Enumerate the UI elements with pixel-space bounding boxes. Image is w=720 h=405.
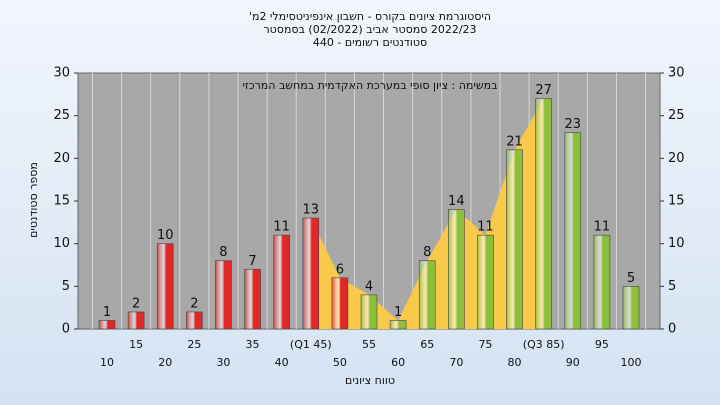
bar [98,320,116,330]
y2-tick-label: 5 [668,279,676,294]
bar [273,234,290,330]
value-label: 6 [336,262,344,277]
x-tick-label: 50 [333,356,347,369]
value-label: 2 [132,296,140,311]
bar [593,234,611,330]
bar [215,260,232,330]
bar [418,260,436,330]
value-label: 14 [448,194,465,209]
bar [186,311,203,330]
x-tick-label: (Q3 85) [523,338,565,351]
y2-tick-label: 20 [668,151,685,166]
bar [506,149,523,330]
y2-tick-label: 0 [668,322,676,337]
y2-tick-label: 10 [668,236,685,251]
y-axis-title: מספר סטודנטים [27,162,40,238]
value-label: 1 [394,305,402,320]
y-tick-label: 30 [53,66,70,81]
bar [535,98,552,330]
x-tick-label: 95 [595,338,609,351]
chart-title: היסטוגרמת ציונים בקורס - חשבון אינפיניטס… [249,10,491,23]
y-tick-label: 25 [53,108,70,123]
x-tick-label: 15 [129,338,143,351]
x-axis-title: טווח ציונים [345,374,395,387]
bar [564,132,582,330]
y2-tick-label: 30 [668,66,685,81]
annotation: במשימה : ציון סופי במערכת האקדמית במחשב … [243,79,498,92]
x-tick-label: (Q1 45) [290,338,332,351]
value-label: 11 [477,220,494,235]
value-label: 8 [423,245,431,260]
x-tick-label: 20 [158,356,172,369]
bar [477,234,494,330]
y-tick-label: 10 [53,236,70,251]
x-tick-label: 60 [391,356,405,369]
x-tick-label: 35 [246,338,260,351]
bar [448,209,465,330]
y-tick-label: 5 [62,279,70,294]
bar [360,294,378,330]
value-label: 2 [190,296,198,311]
y-tick-label: 0 [62,322,70,337]
y2-tick-label: 25 [668,108,685,123]
bar [244,268,261,330]
y-tick-label: 15 [53,194,70,209]
value-label: 13 [303,203,320,218]
value-label: 10 [157,228,174,243]
x-tick-label: 100 [621,356,642,369]
bar [127,311,145,330]
value-label: 11 [273,220,290,235]
value-label: 4 [365,279,373,294]
bar [622,286,640,330]
bar [331,277,349,330]
value-label: 11 [594,220,611,235]
x-tick-label: 75 [478,338,492,351]
x-tick-label: 70 [449,356,463,369]
value-label: 5 [627,271,635,286]
x-tick-label: 80 [508,356,522,369]
x-tick-label: 90 [566,356,580,369]
chart-subtitle: סטודנטים רשומים - 440 [313,36,427,49]
bar [389,320,407,330]
value-label: 27 [535,83,552,98]
value-label: 8 [219,245,227,260]
value-label: 1 [103,305,111,320]
bar [302,217,320,330]
x-tick-label: 55 [362,338,376,351]
y2-tick-label: 15 [668,194,685,209]
x-tick-label: 30 [216,356,230,369]
y-tick-label: 20 [53,151,70,166]
x-tick-label: 25 [187,338,201,351]
value-label: 21 [506,134,523,149]
bar [156,243,174,330]
plot-area [77,72,661,330]
x-tick-label: 10 [100,356,114,369]
value-label: 23 [565,117,582,132]
value-label: 7 [248,254,256,269]
x-tick-label: 65 [420,338,434,351]
x-tick-label: 40 [275,356,289,369]
chart-subtitle: 2022/23 סמסטר אביב (02/2022) בסמסטר [263,23,476,36]
